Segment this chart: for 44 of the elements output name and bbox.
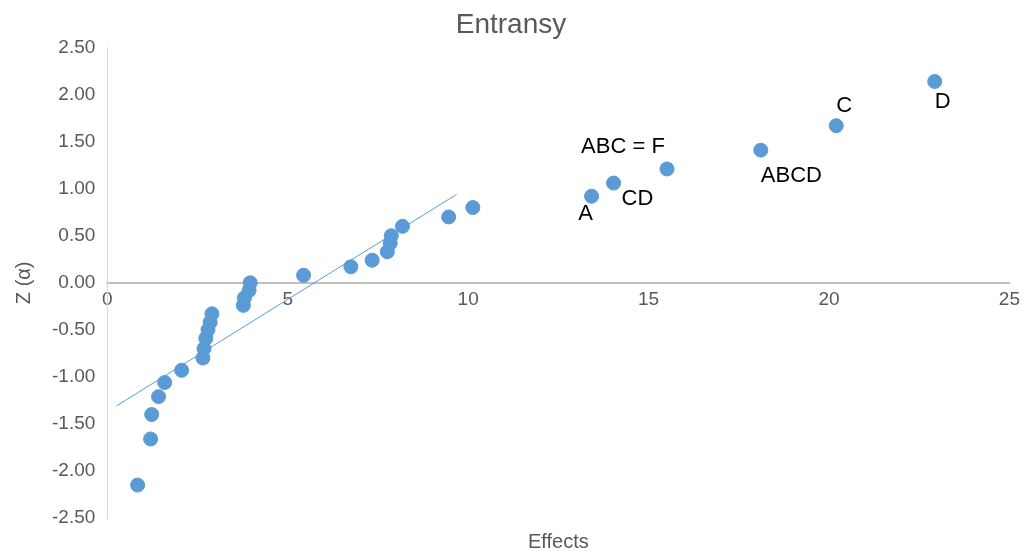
point bbox=[204, 306, 220, 322]
y-tick-label: -1.50 bbox=[51, 412, 96, 434]
chart-title: Entransy bbox=[455, 7, 567, 39]
point bbox=[394, 218, 410, 234]
point bbox=[143, 431, 159, 447]
annotation: C bbox=[836, 91, 853, 117]
y-axis-title: Z (α) bbox=[11, 261, 34, 305]
point bbox=[606, 175, 622, 191]
point bbox=[343, 259, 359, 275]
y-tick-label: -2.50 bbox=[51, 506, 96, 528]
point bbox=[828, 118, 844, 134]
annotation: A bbox=[578, 200, 594, 226]
y-tick-label: -2.00 bbox=[51, 459, 96, 481]
x-tick-label: 25 bbox=[998, 288, 1020, 310]
x-tick-label: 15 bbox=[638, 288, 660, 310]
y-tick-label: 2.50 bbox=[58, 35, 96, 57]
point bbox=[364, 252, 380, 268]
point bbox=[157, 375, 173, 391]
y-tick-label: 2.00 bbox=[58, 82, 96, 104]
point bbox=[465, 200, 481, 216]
y-tick-label: 0.50 bbox=[58, 223, 96, 245]
point bbox=[130, 477, 146, 493]
y-tick-label: -1.00 bbox=[51, 365, 96, 387]
x-tick-label: 20 bbox=[818, 288, 840, 310]
y-tick-label: -0.50 bbox=[51, 318, 96, 340]
annotation: D bbox=[934, 87, 951, 113]
point bbox=[296, 267, 312, 283]
point bbox=[753, 142, 769, 158]
point bbox=[151, 389, 167, 405]
point bbox=[584, 188, 600, 204]
annotation: ABC = F bbox=[581, 133, 665, 159]
point bbox=[927, 73, 943, 89]
x-axis-title: Effects bbox=[527, 529, 589, 552]
annotation: CD bbox=[621, 185, 654, 211]
y-tick-label: 1.50 bbox=[58, 129, 96, 151]
point bbox=[441, 209, 457, 225]
y-tick-label: 1.00 bbox=[58, 176, 96, 198]
point bbox=[174, 362, 190, 378]
point bbox=[659, 161, 675, 177]
annotation: ABCD bbox=[760, 162, 822, 188]
point bbox=[144, 407, 160, 423]
x-tick-label: 10 bbox=[457, 288, 479, 310]
x-tick-label: 0 bbox=[102, 288, 113, 310]
y-tick-label: 0.00 bbox=[58, 271, 96, 293]
